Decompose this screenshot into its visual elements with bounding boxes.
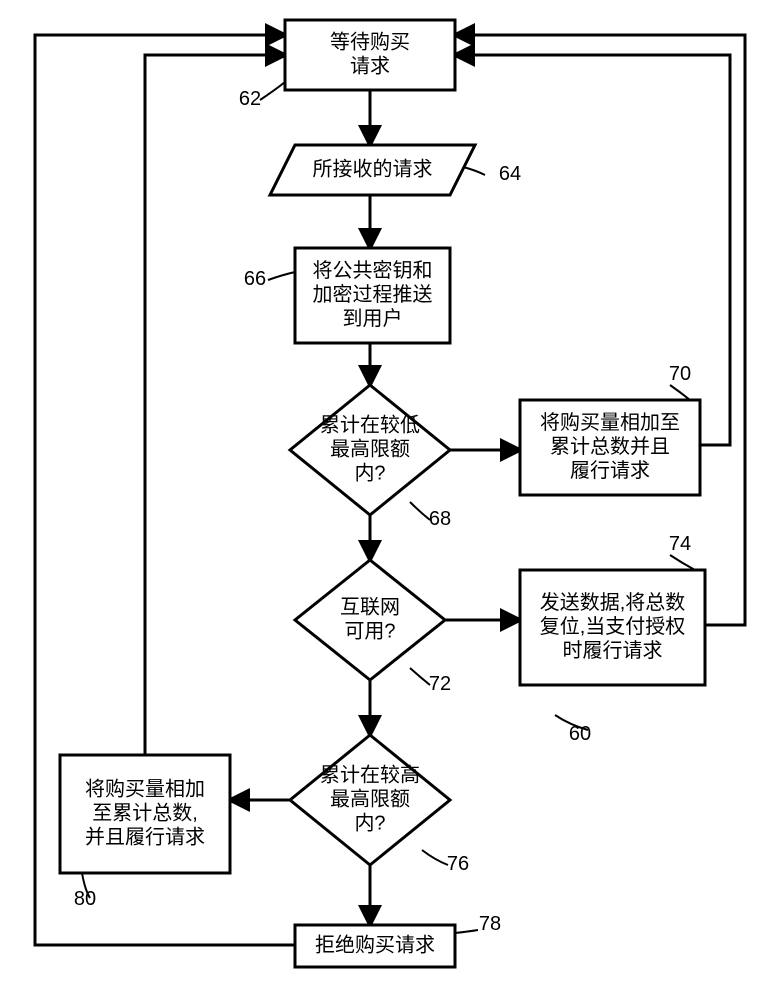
node-label-n64: 64 [499,163,521,185]
node-n62: 等待购买请求 [285,20,455,90]
node-label-n62: 62 [239,88,261,110]
node-text-n68-1: 最高限额 [330,437,410,460]
node-text-n62-0: 等待购买 [330,30,410,53]
node-label-n76: 76 [447,853,469,875]
node-label-n70: 70 [669,363,691,385]
node-n64: 所接收的请求 [270,145,475,195]
node-text-n74-2: 时履行请求 [563,639,663,662]
node-text-n68-0: 累计在较低 [320,413,420,436]
node-text-n70-0: 将购买量相加至 [540,411,680,434]
node-n68: 累计在较低最高限额内? [290,385,450,515]
node-text-n72-0: 互联网 [340,595,400,618]
node-n78: 拒绝购买请求 [295,925,455,967]
node-label-n66: 66 [244,268,266,290]
node-text-n66-2: 到用户 [343,307,403,330]
node-text-n62-1: 请求 [350,54,390,77]
leader-7 [422,850,448,865]
node-n76: 累计在较高最高限额内? [290,735,450,865]
node-text-n74-0: 发送数据,将总数 [540,591,686,614]
edge-n80-n62 [145,55,285,755]
node-label-n80: 80 [74,888,96,910]
node-text-n70-1: 累计总数并且 [550,435,670,458]
nodes-layer: 等待购买请求所接收的请求将公共密钥和加密过程推送到用户累计在较低最高限额内?将购… [60,20,705,967]
node-label-n74: 74 [669,533,691,555]
node-text-n64-0: 所接收的请求 [313,157,433,180]
node-text-n80-1: 至累计总数, [92,801,198,824]
node-label-n78: 78 [479,913,501,935]
node-n80: 将购买量相加至累计总数,并且履行请求 [60,755,230,873]
node-text-n66-1: 加密过程推送 [313,283,433,306]
node-text-n70-2: 履行请求 [570,459,650,482]
leader-4 [410,502,430,520]
node-text-n76-0: 累计在较高 [320,763,420,786]
node-text-n74-1: 复位,当支付授权 [540,615,686,638]
node-text-n66-0: 将公共密钥和 [313,259,433,282]
node-n66: 将公共密钥和加密过程推送到用户 [295,248,450,343]
node-n72: 互联网可用? [295,560,445,680]
edge-n70-n62 [455,55,730,445]
ref-label-0: 60 [569,723,591,745]
flowchart-canvas: 等待购买请求所接收的请求将公共密钥和加密过程推送到用户累计在较低最高限额内?将购… [0,0,763,1000]
node-text-n76-2: 内? [354,811,385,834]
leader-5 [670,555,695,570]
node-text-n68-2: 内? [354,461,385,484]
node-text-n78-0: 拒绝购买请求 [315,933,435,956]
node-text-n80-2: 并且履行请求 [85,825,205,848]
leader-2 [268,272,295,280]
node-n74: 发送数据,将总数复位,当支付授权时履行请求 [520,570,705,685]
node-n70: 将购买量相加至累计总数并且履行请求 [520,400,700,495]
leader-1 [463,167,485,175]
node-label-n68: 68 [429,508,451,530]
node-text-n76-1: 最高限额 [330,787,410,810]
node-text-n80-0: 将购买量相加 [85,777,205,800]
node-label-n72: 72 [429,673,451,695]
edge-n74-n62 [455,35,745,625]
leader-6 [410,668,430,685]
leader-0 [260,82,285,100]
leader-3 [670,385,690,400]
node-text-n72-1: 可用? [344,620,395,642]
leader-8 [455,930,478,933]
